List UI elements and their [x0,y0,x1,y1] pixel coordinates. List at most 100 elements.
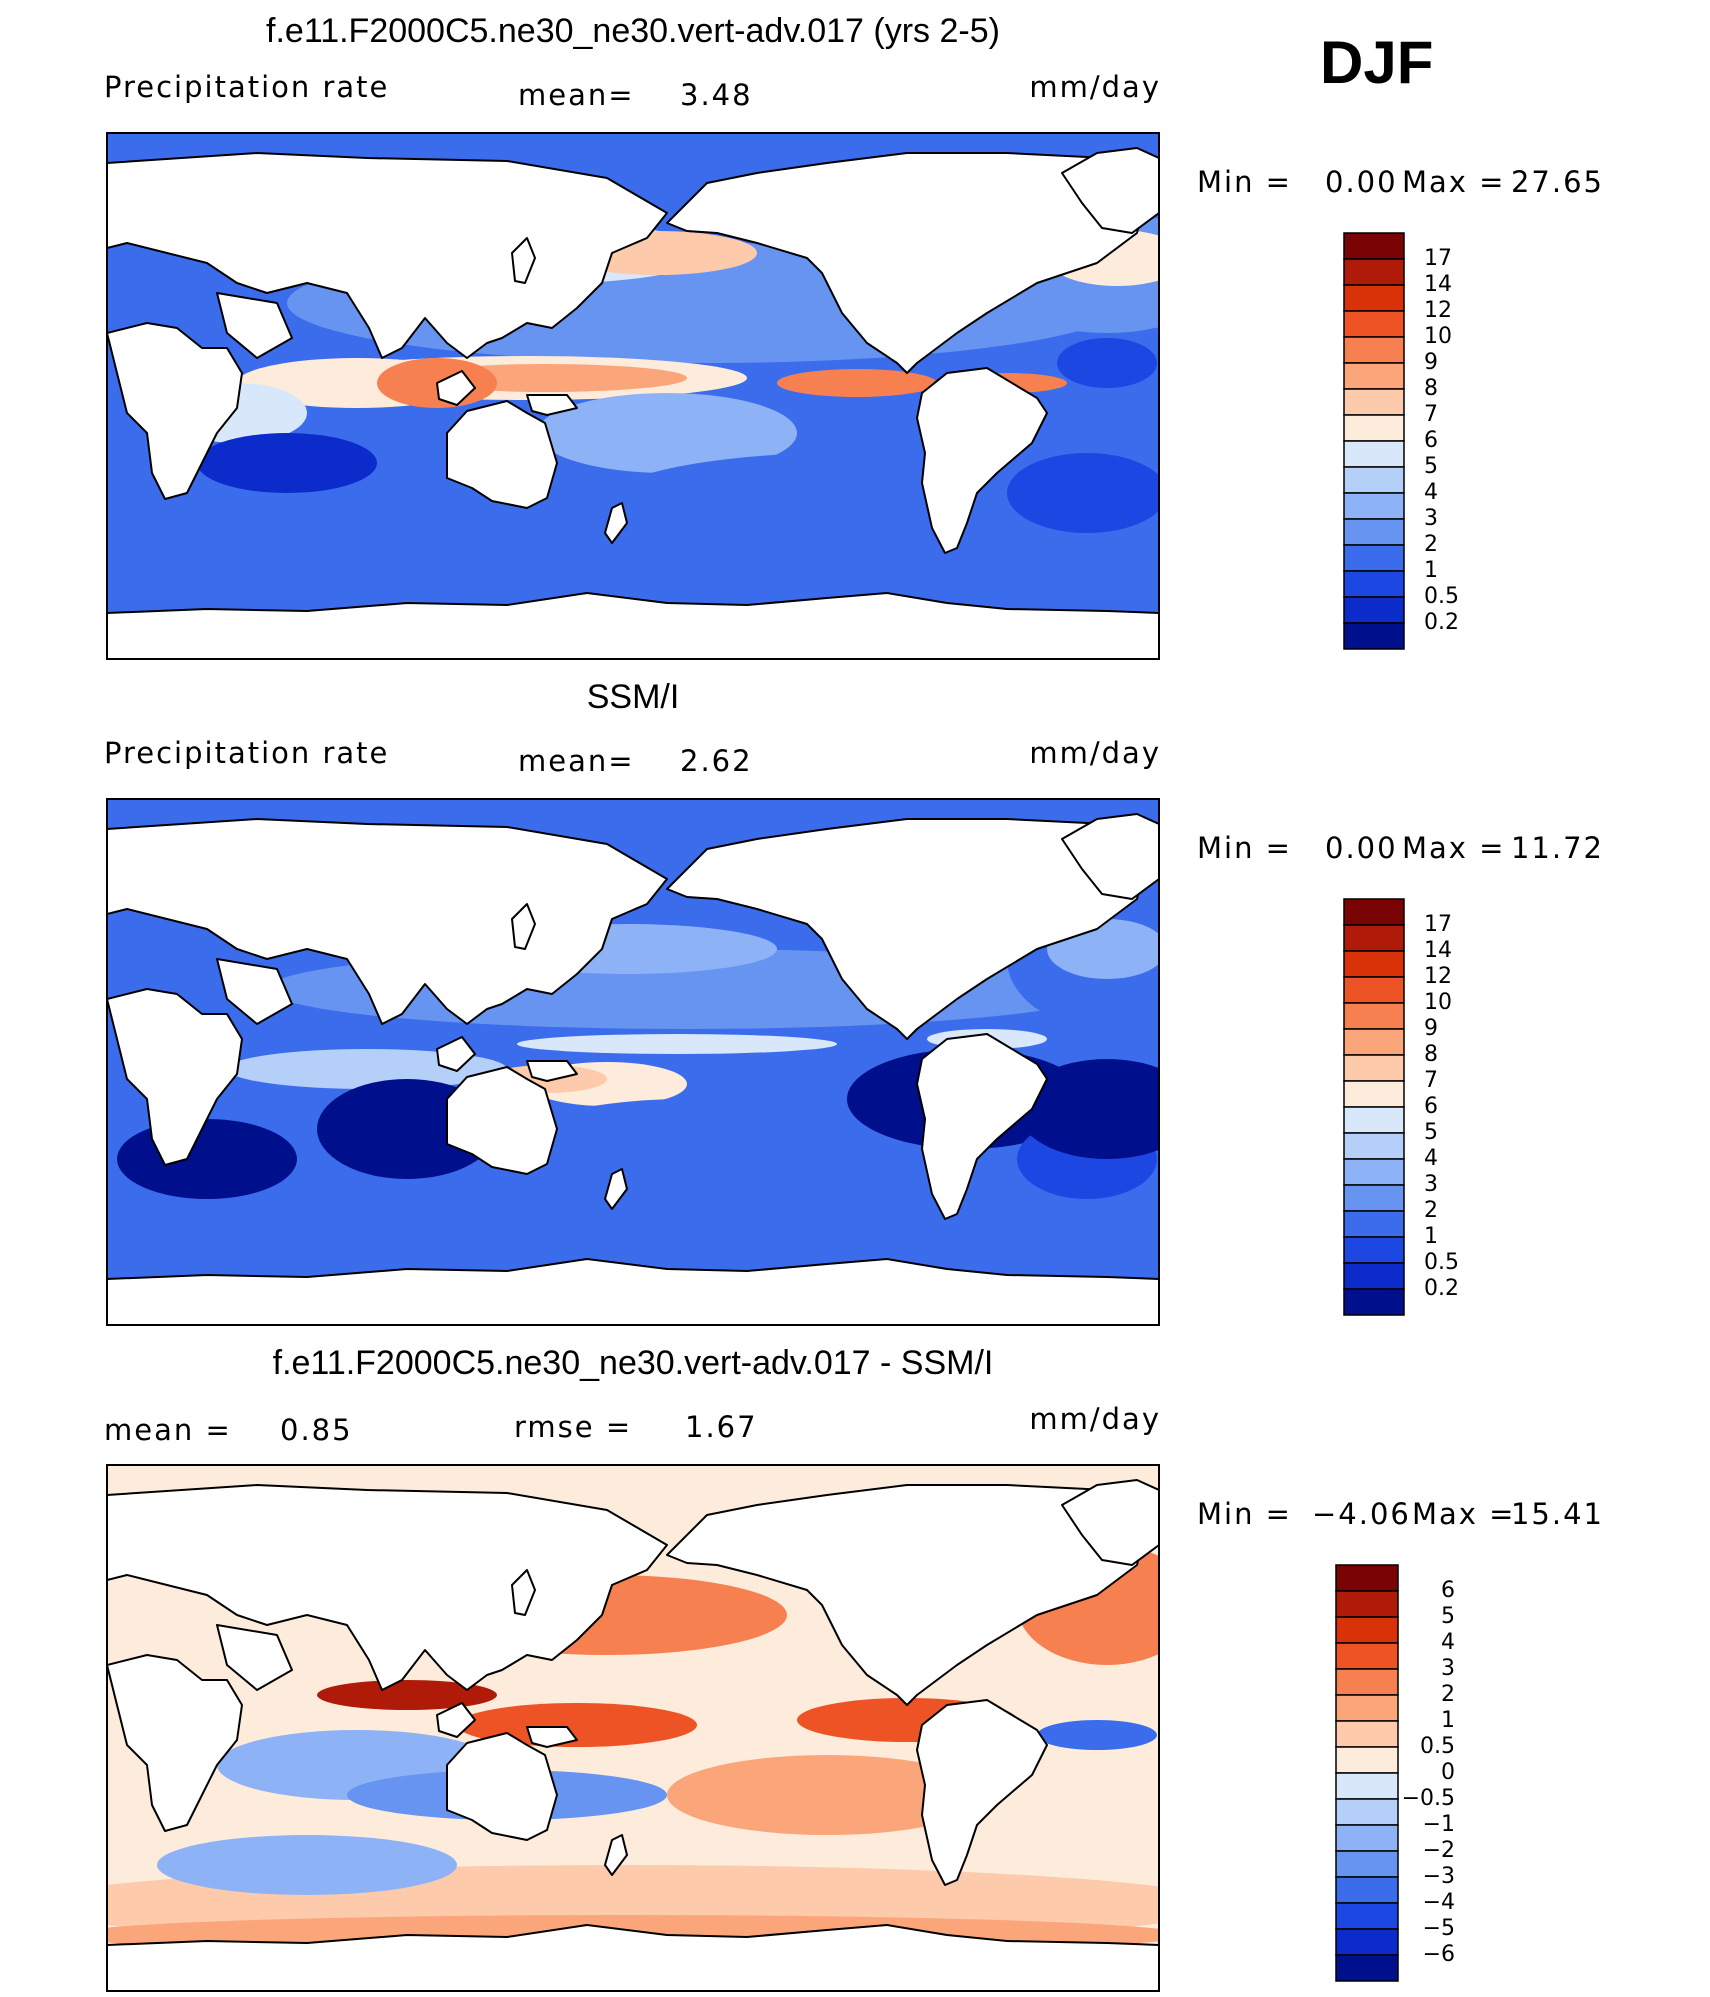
precip-region [157,1835,457,1895]
colorbar [1343,232,1405,650]
colorbar-swatch [1343,1132,1405,1160]
colorbar-tick-label: 6 [1441,1578,1455,1603]
colorbar-tick-label: 1 [1424,558,1438,583]
north-america-landmass [666,152,1148,374]
precip-region [587,453,1087,573]
precip-region [487,1099,887,1219]
australia-landmass [446,1066,558,1175]
colorbar-tick-label: 8 [1424,1042,1438,1067]
colorbar-tick-label: 2 [1441,1682,1455,1707]
colorbar-swatch [1335,1590,1399,1618]
greenland-landmass [1061,147,1159,234]
colorbar-swatch [1343,1210,1405,1238]
colorbar-swatch [1335,1746,1399,1774]
colorbar-tick-label: 4 [1424,1146,1438,1171]
north-america-landmass [666,1484,1148,1706]
map-frame [106,132,1160,660]
new-guinea-landmass [526,1060,578,1082]
south-america-landmass [916,367,1048,554]
coastline-layer [107,147,1159,659]
colorbar-swatch [1335,1772,1399,1800]
new-zealand-landmass [604,1168,628,1210]
colorbar-swatch [1335,1928,1399,1956]
south-america-landmass [916,1699,1048,1886]
colorbar-swatch [1335,1642,1399,1670]
antarctica-landmass [107,1258,1159,1325]
africa-landmass [107,1654,243,1832]
colorbar-tick-label: 0.5 [1424,1250,1459,1275]
min-label: Min = [1197,1497,1292,1531]
precip-region [777,369,937,397]
season-label: DJF [1320,29,1434,96]
colorbar-tick-label: 14 [1424,272,1452,297]
new-zealand-landmass [604,1834,628,1876]
rmse-label: rmse = [514,1410,633,1444]
colorbar-swatch [1343,976,1405,1004]
colorbar-tick-label: 12 [1424,964,1452,989]
mean-label: mean = [104,1413,232,1447]
eurasia-landmass [107,818,668,1025]
colorbar-tick-label: −1 [1422,1812,1455,1837]
precip-region [147,483,467,583]
colorbar-tick-label: −0.5 [1401,1786,1455,1811]
africa-landmass [107,322,243,500]
colorbar-swatch [1335,1720,1399,1748]
colorbar-tick-label: 1 [1441,1708,1455,1733]
australia-landmass [446,400,558,509]
africa-landmass [107,988,243,1166]
map-panel [107,133,1159,659]
colorbar-swatch [1343,1158,1405,1186]
colorbar-swatch [1343,622,1405,650]
eurasia-landmass [107,152,668,359]
borneo-landmass [436,370,476,406]
variable-label: Precipitation rate [104,70,390,104]
mean-value: 2.62 [680,744,753,778]
min-label: Min = [1197,165,1292,199]
arabia-landmass [216,958,293,1025]
colorbar-tick-label: 17 [1424,912,1452,937]
colorbar-swatch [1343,414,1405,442]
colorbar-swatch [1335,1824,1399,1852]
max-label: Max = [1402,831,1506,865]
antarctica-landmass [107,1924,1159,1991]
colorbar-swatch [1343,492,1405,520]
max-value: 27.65 [1510,165,1604,199]
eurasia-landmass [107,1484,668,1691]
arabia-landmass [216,292,293,359]
colorbar-swatch [1343,570,1405,598]
precip-region [1017,1059,1159,1159]
mean-value: 3.48 [680,78,753,112]
colorbar-swatch [1343,1236,1405,1264]
colorbar-swatch [1335,1564,1399,1592]
units-label: mm/day [1029,1402,1161,1436]
colorbar-swatch [1343,1028,1405,1056]
colorbar-tick-label: −5 [1422,1916,1455,1941]
precip-region [317,1680,497,1710]
max-label: Max = [1402,165,1506,199]
max-label: Max = [1412,1497,1516,1531]
colorbar-tick-label: 9 [1424,1016,1438,1041]
south-america-landmass [916,1033,1048,1220]
precip-region [517,1034,837,1054]
greenland-landmass [1061,813,1159,900]
colorbar-tick-label: −4 [1422,1890,1455,1915]
colorbar-tick-label: 10 [1424,990,1452,1015]
colorbar-swatch [1343,1080,1405,1108]
max-value: 11.72 [1510,831,1604,865]
colorbar [1343,898,1405,1316]
map-frame [106,1464,1160,1992]
colorbar-tick-label: −2 [1422,1838,1455,1863]
panel-title: f.e11.F2000C5.ne30_ne30.vert-adv.017 (yr… [266,12,1000,50]
colorbar-swatch [1335,1616,1399,1644]
colorbar-swatch [1343,466,1405,494]
colorbar-tick-label: 0 [1441,1760,1455,1785]
map-frame [106,798,1160,1326]
colorbar-swatch [1343,1184,1405,1212]
colorbar-swatch [1343,258,1405,286]
new-guinea-landmass [526,1726,578,1748]
colorbar-swatch [1335,1954,1399,1982]
colorbar-tick-label: 6 [1424,428,1438,453]
colorbar-swatch [1335,1850,1399,1878]
colorbar-swatch [1343,440,1405,468]
colorbar-tick-label: −6 [1422,1942,1455,1967]
